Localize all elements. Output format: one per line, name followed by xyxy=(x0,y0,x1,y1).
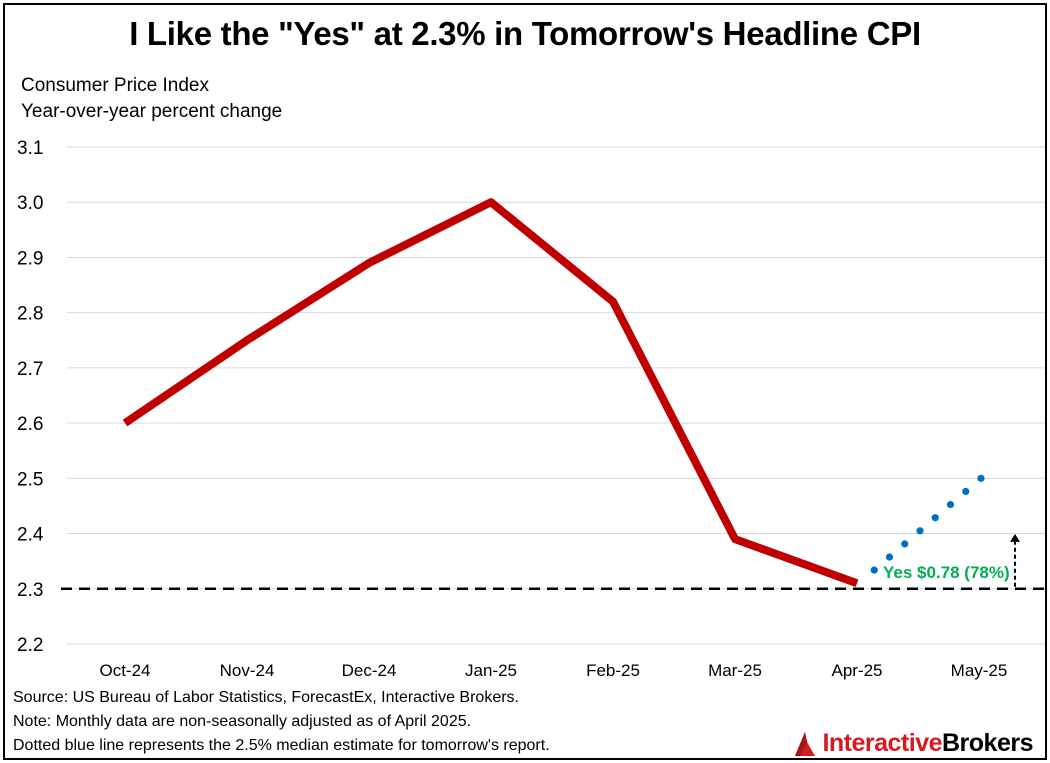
x-tick-label: Oct-24 xyxy=(99,661,150,680)
x-tick-label: Nov-24 xyxy=(220,661,275,680)
x-tick-label: May-25 xyxy=(951,661,1008,680)
x-tick-label: Mar-25 xyxy=(708,661,762,680)
estimate-dot xyxy=(931,514,939,522)
x-tick-label: Feb-25 xyxy=(586,661,640,680)
chart-frame: I Like the "Yes" at 2.3% in Tomorrow's H… xyxy=(3,3,1047,760)
estimate-dot xyxy=(885,553,894,561)
estimate-dot xyxy=(962,487,970,496)
estimate-dot xyxy=(870,566,878,574)
estimate-dot xyxy=(977,474,985,482)
y-tick-label: 3.1 xyxy=(17,138,43,159)
chart-title: I Like the "Yes" at 2.3% in Tomorrow's H… xyxy=(129,15,921,52)
estimate-dot xyxy=(916,527,924,535)
line-chart: 2.2 2.3 2.4 2.5 2.6 2.7 2.8 2.9 3.0 3.1 Oct-24 Nov-… xyxy=(17,138,1045,680)
x-tick-label: Jan-25 xyxy=(465,661,517,680)
y-tick-label: 2.2 xyxy=(17,635,43,656)
y-tick-label: 2.7 xyxy=(17,359,43,380)
y-tick-label: 2.9 xyxy=(17,248,43,269)
y-tick-label: 2.4 xyxy=(17,525,44,546)
y-tick-label: 2.3 xyxy=(17,580,43,601)
up-arrow-head xyxy=(1010,533,1020,542)
y-tick-label: 2.6 xyxy=(17,414,43,435)
y-tick-label: 2.5 xyxy=(17,469,43,490)
y-tick-label: 3.0 xyxy=(17,193,43,214)
x-tick-label: Dec-24 xyxy=(342,661,397,680)
dotted-line-note: Dotted blue line represents the 2.5% med… xyxy=(13,737,550,754)
series-line-cpi xyxy=(122,198,859,588)
interactive-brokers-logo: Interactive Brokers xyxy=(792,729,1034,758)
data-note: Note: Monthly data are non-seasonally ad… xyxy=(13,713,472,730)
estimate-dot xyxy=(946,500,955,509)
annotation-yes-price: Yes $0.78 (78%) xyxy=(883,563,1010,582)
x-tick-label: Apr-25 xyxy=(831,661,882,680)
source-note: Source: US Bureau of Labor Statistics, F… xyxy=(13,689,519,706)
chart-subtitle-line2: Year-over-year percent change xyxy=(21,101,283,122)
logo-text-interactive: Interactive xyxy=(822,729,942,757)
y-tick-label: 2.8 xyxy=(17,304,43,325)
chart-subtitle-line1: Consumer Price Index xyxy=(21,75,209,96)
estimate-dot xyxy=(901,540,909,548)
interactive-brokers-logo-icon xyxy=(795,731,816,756)
logo-text-brokers: Brokers xyxy=(942,729,1034,757)
